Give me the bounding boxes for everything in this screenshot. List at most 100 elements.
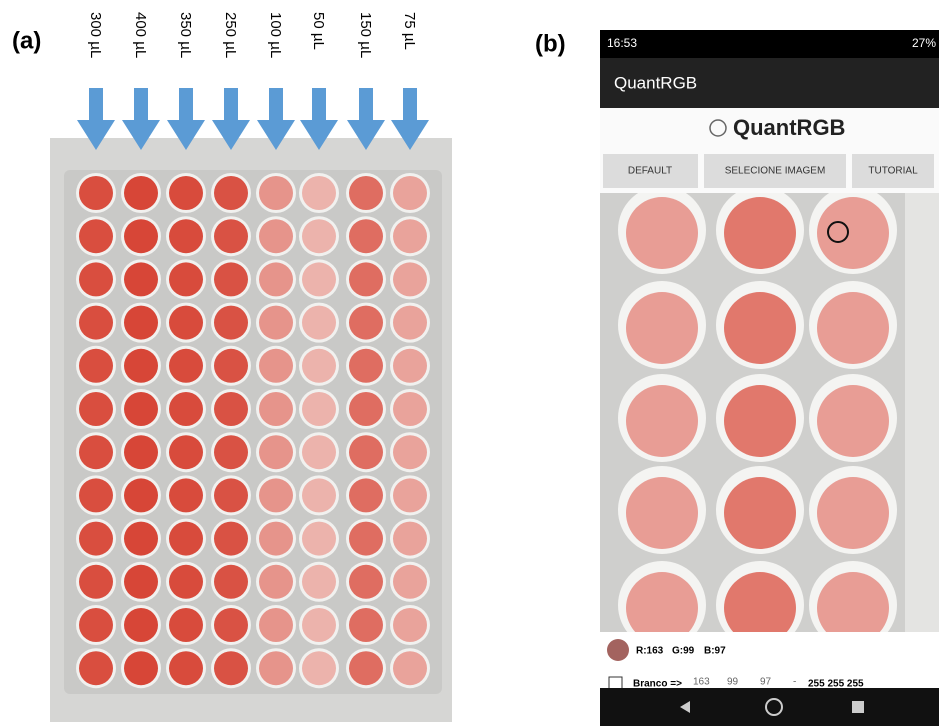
color-swatch [607,639,629,661]
well [79,522,113,556]
well [302,349,336,383]
readout-g: G:99 [672,646,695,657]
app-bar-title: QuantRGB [614,73,697,92]
well [724,197,796,269]
well [349,435,383,469]
well [124,565,158,599]
nav-bar [600,688,939,726]
nav-recent[interactable] [852,701,864,713]
blank-value: 99 [727,677,739,688]
well [302,565,336,599]
well [79,478,113,512]
well [393,651,427,685]
well [302,392,336,426]
well [214,176,248,210]
readout-b: B:97 [704,646,726,657]
well [349,565,383,599]
well [214,392,248,426]
well [214,608,248,642]
well [124,306,158,340]
well [349,349,383,383]
well [393,565,427,599]
well [393,262,427,296]
separator: - [793,677,796,688]
status-time: 16:53 [607,36,637,50]
well [79,306,113,340]
well [79,392,113,426]
well [259,349,293,383]
well [169,262,203,296]
well [302,651,336,685]
well [214,478,248,512]
well [393,608,427,642]
well [817,292,889,364]
well [79,565,113,599]
phone-screen: 16:53 27% QuantRGB QuantRGB DEFAULT SELE… [600,30,939,726]
well [169,392,203,426]
well [817,385,889,457]
well [259,176,293,210]
well [393,219,427,253]
well [124,651,158,685]
well [259,651,293,685]
well [393,176,427,210]
well [79,219,113,253]
well [79,349,113,383]
well [349,608,383,642]
well [393,306,427,340]
well [302,478,336,512]
readout-r: R:163 [636,646,664,657]
well [124,392,158,426]
well [214,306,248,340]
well [259,306,293,340]
well [626,477,698,549]
well [302,262,336,296]
well [214,651,248,685]
well [259,392,293,426]
well [349,262,383,296]
well [124,262,158,296]
well [169,565,203,599]
well [169,219,203,253]
wells [618,186,897,649]
well [259,565,293,599]
column-label: 300 µL [87,12,104,58]
well [393,435,427,469]
column-label: 100 µL [267,12,284,58]
well [214,565,248,599]
well [124,176,158,210]
column-label: 250 µL [222,12,239,58]
well [302,435,336,469]
well [124,435,158,469]
well [349,306,383,340]
well [349,651,383,685]
button-label[interactable]: DEFAULT [628,166,672,177]
logo-text: QuantRGB [733,115,845,140]
button-label[interactable]: SELECIONE IMAGEM [725,166,826,177]
well [259,522,293,556]
blank-value: 97 [760,677,772,688]
well [626,385,698,457]
well [393,522,427,556]
column-label: 50 µL [310,12,327,50]
well [124,478,158,512]
blank-label: Branco => [633,679,682,690]
well [169,176,203,210]
plate-image[interactable] [600,186,939,649]
well [214,349,248,383]
well [79,608,113,642]
well [626,197,698,269]
well [259,262,293,296]
well [349,478,383,512]
well [124,349,158,383]
well [79,176,113,210]
well [124,522,158,556]
image-edge [905,193,939,632]
status-battery: 27% [912,36,936,50]
well [214,435,248,469]
well [169,435,203,469]
well [79,651,113,685]
button-label[interactable]: TUTORIAL [868,166,918,177]
well [817,477,889,549]
column-label: 400 µL [132,12,149,58]
